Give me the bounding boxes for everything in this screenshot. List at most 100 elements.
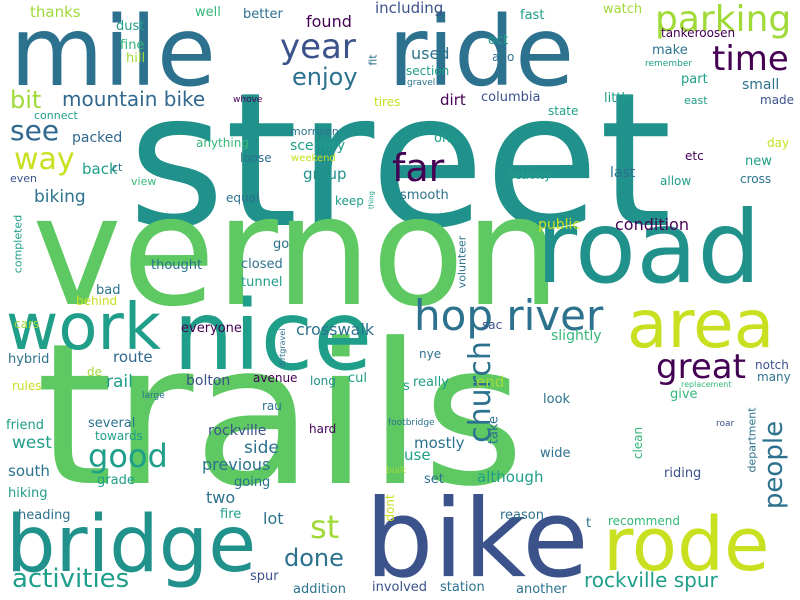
word-go: go [273,237,290,252]
word-back: back [82,160,118,178]
word-good: good [88,437,168,475]
word-section: section [406,64,450,78]
word-make: make [652,43,688,58]
word-recommend: recommend [608,514,680,528]
word-dirtgravel: dirtgravel [278,328,287,368]
word-last: last [610,165,636,181]
word-made: made [760,93,795,107]
word-t: t [586,516,592,531]
word-slightly: slightly [551,328,602,344]
word-group: group [303,165,347,183]
word-cross: cross [740,172,772,186]
word-station: station [440,580,485,595]
word-de: de [87,365,102,379]
word-wide: wide [540,446,571,461]
word-keep: keep [335,194,364,208]
word-year: year [280,27,356,67]
word-great: great [656,347,746,387]
word-ride: ride [388,0,575,108]
word-large: large [142,391,165,401]
word-columbia: columbia [481,90,541,105]
word-end: end [476,373,505,391]
word-dirt: dirt [440,91,466,109]
word-activities: activities [12,564,130,594]
word-see: see [10,114,60,147]
word-footbridge: footbridge [388,418,435,428]
word-cul: cul [348,371,367,386]
word-involved: involved [372,580,428,595]
word-biking: biking [34,187,86,207]
word-day: day [767,136,790,150]
word-another: another [516,582,567,597]
word-little: little [604,91,634,106]
word-equal: equal [226,191,260,205]
word-vernon: vernon [32,163,561,340]
word-fit: fit [366,54,380,66]
word-spur: spur [250,569,279,584]
word-mostly: mostly [414,434,465,452]
word-cars: cars [14,317,40,331]
word-crosswalk: crosswalk [296,320,375,339]
word-reason: reason [500,508,544,523]
word-long: long [310,374,336,388]
word-bridge: bridge [6,500,257,590]
word-lot: lot [263,509,284,528]
word-street: street [128,52,673,269]
word-replacement: replacement [681,380,732,389]
word-grade: grade [97,473,135,488]
word-well: well [195,5,221,20]
word-riding: riding [664,466,702,481]
word-bad: bad [96,283,121,298]
word-whove: whove [233,95,263,105]
word-thanks: thanks [30,3,81,21]
word-ago: ago [492,50,515,64]
word-oct: oct [488,33,509,48]
word-people: people [759,420,789,510]
word-s: s [403,379,410,394]
word-behind: behind [76,294,118,308]
word-packed: packed [72,130,123,146]
word-built: built [386,466,406,476]
word-view: view [131,175,157,188]
word-found: found [306,12,352,31]
word-remember: remember [645,59,693,69]
word-route: route [113,348,153,366]
word-rules: rules [12,379,42,393]
word-rockville: rockville [208,423,267,439]
word-weekend: weekend [291,153,336,164]
word-morrison: morrison [290,125,339,138]
word-anything: anything [196,136,249,150]
word-mile: mile [10,0,216,108]
word-parking: parking [655,0,792,40]
word-avenue: avenue [253,371,298,385]
word-rail: rail [106,372,133,392]
word-bit: bit [10,86,42,114]
word-connect: connect [34,109,78,122]
word-trails: trails [36,302,525,530]
word-department: department [745,407,759,473]
word-st: st [310,508,340,546]
word-dont: dont [383,494,397,522]
word-completed: completed [11,214,25,274]
word-several: several [88,416,136,431]
word-use: use [404,446,431,464]
word-previous: previous [202,455,271,474]
word-rockville-spur: rockville spur [584,568,718,592]
word-bike: bike [365,477,589,600]
word-including: including [375,0,444,17]
word-fine: fine [120,38,145,53]
word-etc: etc [685,149,704,163]
word-set: set [424,472,444,487]
word-work: work [6,291,161,365]
word-condition: condition [615,215,689,234]
word-way: way [14,142,75,177]
word-ct: ct [112,161,123,174]
word-hard: hard [309,422,337,436]
word-far: far [392,146,445,190]
word-smooth: smooth [400,188,449,203]
word-new: new [745,154,772,169]
word-west: west [12,433,52,453]
word-used: used [411,44,450,63]
word-scenery: scenery [290,138,346,154]
word-enjoy: enjoy [292,63,358,91]
